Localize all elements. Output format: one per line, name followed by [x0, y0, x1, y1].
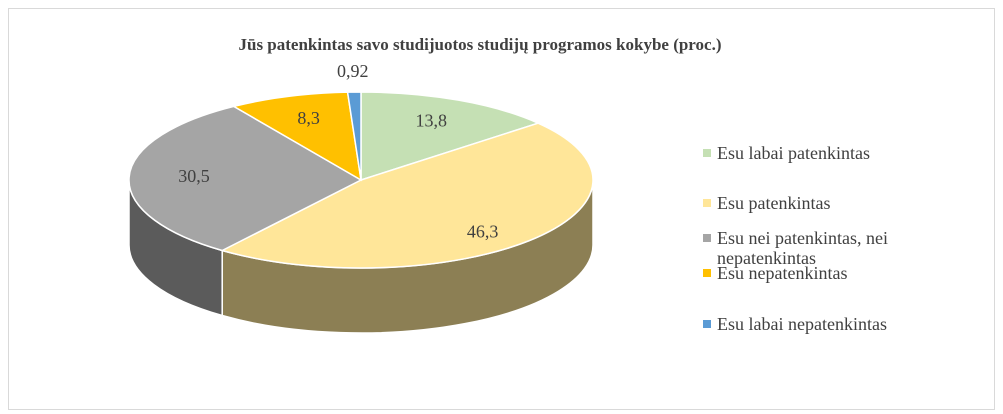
- legend-label: Esu patenkintas: [717, 193, 831, 213]
- pie-slice: [346, 91, 362, 181]
- data-label: 30,5: [178, 166, 210, 186]
- legend-label: Esu nei patenkintas, nei nepatenkintas: [717, 228, 888, 268]
- legend-item: Esu labai nepatenkintas: [703, 314, 953, 334]
- legend-item: Esu patenkintas: [703, 193, 953, 213]
- legend-swatch: [703, 269, 711, 277]
- data-label: 8,3: [297, 108, 320, 128]
- legend-swatch: [703, 199, 711, 207]
- legend-item: Esu labai patenkintas: [703, 143, 953, 163]
- pie-slice: [220, 122, 594, 269]
- legend-label: Esu labai nepatenkintas: [717, 314, 887, 334]
- data-label: 13,8: [416, 111, 448, 131]
- data-label: 0,92: [337, 61, 369, 81]
- legend-swatch: [703, 234, 711, 242]
- data-label: 46,3: [467, 222, 499, 242]
- legend-label: Esu labai patenkintas: [717, 143, 870, 163]
- legend-swatch: [703, 320, 711, 328]
- legend-item: Esu nei patenkintas, nei nepatenkintas: [703, 228, 953, 268]
- legend-item: Esu nepatenkintas: [703, 263, 953, 283]
- pie-slice: [128, 105, 363, 252]
- legend-label: Esu nepatenkintas: [717, 263, 848, 283]
- pie-slice: [360, 91, 541, 182]
- pie-slice: [231, 91, 362, 182]
- legend-swatch: [703, 149, 711, 157]
- chart-title: Jūs patenkintas savo studijuotos studijų…: [238, 35, 721, 54]
